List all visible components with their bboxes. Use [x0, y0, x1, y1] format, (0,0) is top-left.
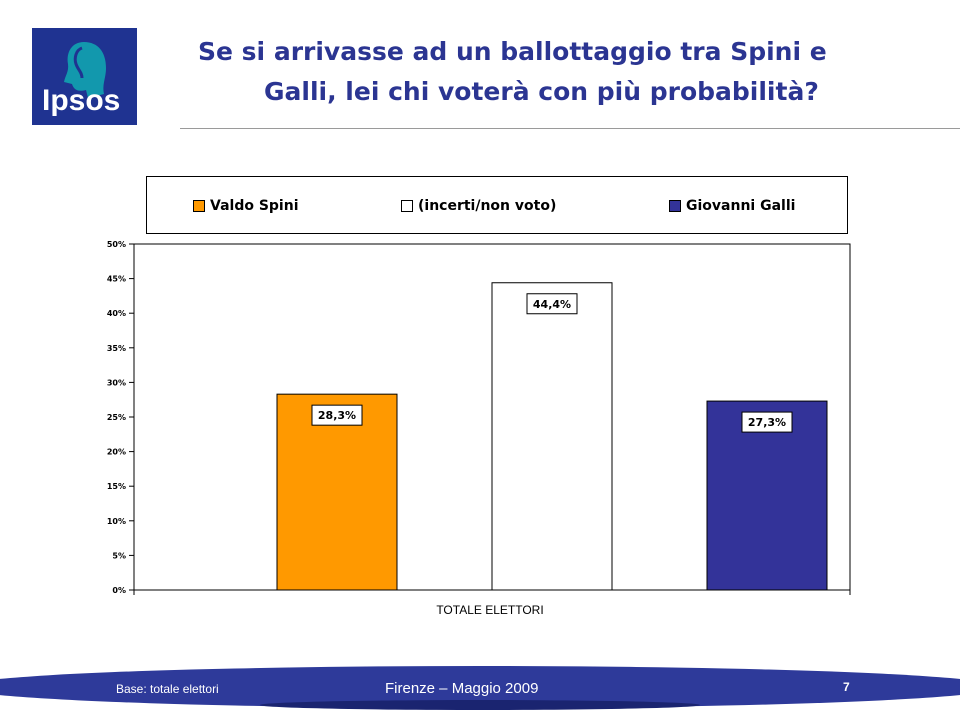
legend-swatch-spini: [193, 200, 205, 212]
y-tick-label: 15%: [107, 482, 126, 491]
bar-chart: 0% 5% 10% 15% 20% 25% 30% 35% 40% 45% 50% 28,3% 44,…: [107, 240, 851, 617]
ipsos-logo-mark: Ipsos: [32, 28, 137, 125]
title-line-1: Se si arrivasse ad un ballottaggio tra S…: [198, 37, 827, 66]
legend-item-galli: Giovanni Galli: [669, 198, 795, 214]
y-tick-label: 50%: [107, 240, 126, 249]
legend-swatch-galli: [669, 200, 681, 212]
data-label-1: 44,4%: [533, 298, 571, 311]
data-label-0: 28,3%: [318, 409, 356, 422]
logo-text: Ipsos: [42, 84, 120, 117]
legend-label-spini: Valdo Spini: [210, 198, 299, 214]
title-line-2: Galli, lei chi voterà con più probabilit…: [264, 77, 819, 106]
y-tick-label: 35%: [107, 344, 126, 353]
slide-title: Se si arrivasse ad un ballottaggio tra S…: [160, 32, 930, 112]
y-tick-label: 45%: [107, 275, 126, 284]
footer-base: Base: totale elettori: [116, 682, 219, 696]
footer-place-date: Firenze – Maggio 2009: [385, 680, 539, 697]
bar-1: [491, 282, 613, 591]
title-divider: [180, 128, 960, 129]
legend-label-galli: Giovanni Galli: [686, 198, 796, 214]
y-tick-label: 0%: [112, 586, 126, 595]
footer-shadow: [260, 700, 700, 710]
data-label-box-1: [526, 293, 578, 315]
legend-label-incerti: (incerti/non voto): [418, 198, 557, 214]
ipsos-logo: Ipsos: [32, 28, 137, 125]
y-tick-label: 5%: [112, 551, 126, 560]
data-label-box-0: [311, 404, 363, 426]
y-tick-label: 20%: [107, 448, 126, 457]
y-tick-label: 25%: [107, 413, 126, 422]
y-tick-label: 40%: [107, 309, 126, 318]
chart-legend: Valdo Spini (incerti/non voto) Giovanni …: [146, 176, 848, 234]
page-number: 7: [843, 680, 850, 694]
data-label-2: 27,3%: [748, 416, 786, 429]
legend-item-spini: Valdo Spini: [193, 198, 299, 214]
data-label-box-2: [741, 411, 793, 433]
legend-item-incerti: (incerti/non voto): [401, 198, 556, 214]
legend-swatch-incerti: [401, 200, 413, 212]
y-tick-label: 10%: [107, 517, 126, 526]
bar-0: [276, 393, 398, 591]
y-tick-label: 30%: [107, 378, 126, 387]
x-category-label: TOTALE ELETTORI: [436, 603, 543, 617]
